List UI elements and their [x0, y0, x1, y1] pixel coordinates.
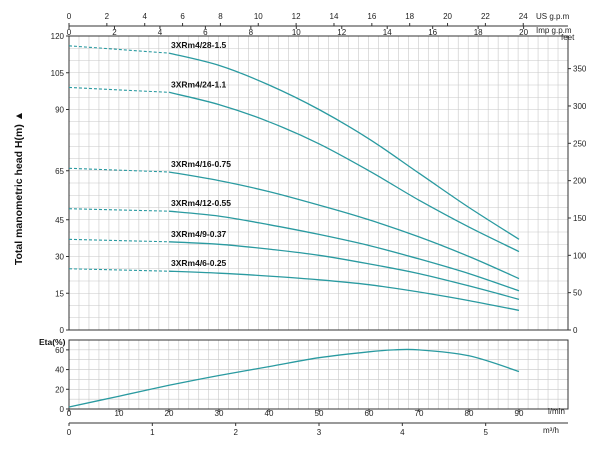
head-curve — [168, 91, 520, 253]
us-gpm-tick-label: 6 — [180, 12, 185, 21]
head-curve — [168, 171, 520, 280]
head-curve — [168, 270, 520, 312]
imp-gpm-tick-label: 2 — [112, 28, 117, 37]
imp-gpm-tick-label: 6 — [203, 28, 208, 37]
feet-tick-label: 250 — [573, 139, 587, 148]
eta-tick-label: 20 — [55, 385, 64, 394]
us-gpm-tick-label: 22 — [481, 12, 490, 21]
head-axis-title: Total manometric head H(m) ▲ — [13, 111, 25, 265]
lmin-tick-label: 90 — [515, 409, 524, 418]
head-tick-label: 120 — [51, 32, 65, 41]
lmin-tick-label: 50 — [315, 409, 324, 418]
performance-curves — [68, 45, 520, 408]
efficiency-curve — [68, 348, 520, 408]
m3h-tick-label: 1 — [150, 428, 155, 437]
eta-tick-label: 0 — [60, 405, 65, 414]
feet-tick-label: 100 — [573, 251, 587, 260]
imp-gpm-tick-label: 10 — [292, 28, 301, 37]
us-gpm-tick-label: 18 — [405, 12, 414, 21]
lmin-tick-label: 80 — [465, 409, 474, 418]
head-tick-label: 45 — [55, 216, 64, 225]
curve-dashed-segment — [68, 268, 170, 272]
head-tick-label: 105 — [51, 69, 65, 78]
series-label: 3XRm4/12-0.55 — [171, 198, 231, 208]
imp-gpm-tick-label: 0 — [67, 28, 72, 37]
feet-tick-label: 50 — [573, 289, 582, 298]
feet-tick-label: 350 — [573, 65, 587, 74]
lmin-tick-label: 70 — [415, 409, 424, 418]
us-gpm-tick-label: 8 — [218, 12, 223, 21]
series-label: 3XRm4/6-0.25 — [171, 258, 227, 268]
head-curve — [168, 210, 520, 292]
m3h-tick-label: 0 — [67, 428, 72, 437]
curve-dashed-segment — [68, 208, 170, 212]
us-gpm-tick-label: 10 — [254, 12, 263, 21]
lmin-tick-label: 0 — [67, 409, 72, 418]
eta-chart-grid — [69, 340, 568, 409]
us-gpm-tick-label: 14 — [330, 12, 339, 21]
head-curve — [168, 241, 520, 301]
imp-gpm-tick-label: 16 — [428, 28, 437, 37]
eta-axis-title: Eta(%) — [39, 337, 66, 347]
curve-dashed-segment — [68, 167, 170, 173]
curve-dashed-segment — [68, 238, 170, 243]
feet-tick-label: 300 — [573, 102, 587, 111]
m3h-unit-label: m³/h — [543, 426, 559, 435]
us-gpm-tick-label: 0 — [67, 12, 72, 21]
head-tick-label: 65 — [55, 167, 64, 176]
head-tick-label: 30 — [55, 253, 64, 262]
series-label: 3XRm4/28-1.5 — [171, 40, 227, 50]
lmin-tick-label: 20 — [165, 409, 174, 418]
us-gpm-unit-label: US g.p.m — [536, 12, 570, 21]
us-gpm-tick-label: 20 — [443, 12, 452, 21]
m3h-tick-label: 4 — [400, 428, 405, 437]
us-gpm-tick-label: 4 — [142, 12, 147, 21]
lmin-tick-label: 10 — [115, 409, 124, 418]
m3h-tick-label: 3 — [317, 428, 322, 437]
head-tick-label: 90 — [55, 106, 64, 115]
us-gpm-tick-label: 2 — [105, 12, 110, 21]
eta-tick-label: 60 — [55, 346, 64, 355]
chart-labels: Total manometric head H(m) ▲ feet US g.p… — [13, 12, 575, 435]
imp-gpm-tick-label: 4 — [158, 28, 163, 37]
series-label: 3XRm4/24-1.1 — [171, 79, 227, 89]
axis-ticks: 0 2 4 6 8 10 12 14 16 18 20 22 240 2 4 6 8 10 12 14 16 18 2001… — [51, 12, 587, 437]
us-gpm-tick-label: 16 — [367, 12, 376, 21]
us-gpm-tick-label: 24 — [519, 12, 528, 21]
head-chart-grid — [69, 36, 568, 330]
imp-gpm-tick-label: 18 — [474, 28, 483, 37]
lmin-tick-label: 40 — [265, 409, 274, 418]
m3h-tick-label: 2 — [233, 428, 238, 437]
imp-gpm-unit-label: Imp g.p.m — [536, 26, 572, 35]
series-label: 3XRm4/9-0.37 — [171, 229, 227, 239]
imp-gpm-tick-label: 8 — [249, 28, 254, 37]
curve-dashed-segment — [68, 45, 170, 54]
head-tick-label: 0 — [60, 326, 65, 335]
head-tick-label: 15 — [55, 289, 64, 298]
imp-gpm-tick-label: 14 — [383, 28, 392, 37]
head-chart-frame — [68, 35, 569, 331]
feet-tick-label: 200 — [573, 177, 587, 186]
eta-tick-label: 40 — [55, 366, 64, 375]
m3h-tick-label: 5 — [483, 428, 488, 437]
series-label: 3XRm4/16-0.75 — [171, 159, 231, 169]
lmin-tick-label: 30 — [215, 409, 224, 418]
curve-dashed-segment — [68, 86, 170, 93]
us-gpm-tick-label: 12 — [292, 12, 301, 21]
head-curve — [168, 52, 520, 240]
feet-tick-label: 0 — [573, 326, 578, 335]
feet-tick-label: 150 — [573, 214, 587, 223]
lmin-tick-label: 60 — [365, 409, 374, 418]
feet-unit-label: feet — [561, 33, 575, 42]
lmin-unit-label: l/min — [548, 407, 565, 416]
imp-gpm-tick-label: 12 — [337, 28, 346, 37]
imp-gpm-tick-label: 20 — [519, 28, 528, 37]
